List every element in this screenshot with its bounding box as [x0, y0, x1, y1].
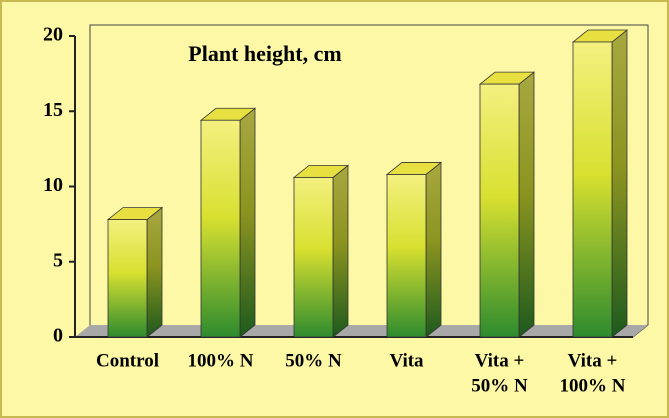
bar-side [425, 161, 442, 338]
x-tick-label: Control [96, 350, 159, 371]
y-tick-label: 15 [43, 99, 63, 121]
bar-front [107, 219, 148, 338]
x-tick-label: 50% N [471, 375, 528, 396]
x-tick-label: 100% N [188, 350, 254, 371]
bar-front [572, 41, 613, 338]
y-tick-label: 0 [53, 325, 63, 347]
bar-side [146, 206, 163, 338]
bar [106, 206, 164, 338]
x-tick-label: 50% N [285, 350, 342, 371]
bar-front [386, 174, 427, 338]
bar-front [479, 83, 520, 338]
bar-side [611, 29, 628, 338]
floor [75, 325, 648, 337]
bar [292, 164, 350, 338]
back-wall [89, 24, 649, 338]
bar-side [518, 71, 535, 338]
bar [478, 71, 536, 338]
x-tick-label: Vita [389, 350, 424, 371]
chart-title: Plant height, cm [188, 41, 341, 66]
y-tick-label: 20 [43, 24, 63, 46]
bar [571, 29, 629, 338]
bar-side [332, 164, 349, 338]
bar [199, 107, 257, 338]
bar-front [293, 177, 334, 338]
x-tick-label: Vita + [568, 350, 618, 371]
x-tick-label: 100% N [560, 375, 626, 396]
y-tick-label: 5 [53, 249, 63, 271]
bar [385, 161, 443, 338]
y-tick-label: 10 [43, 174, 63, 196]
x-tick-label: Vita + [475, 350, 525, 371]
bar-front [200, 119, 241, 338]
bar-side [239, 107, 256, 338]
